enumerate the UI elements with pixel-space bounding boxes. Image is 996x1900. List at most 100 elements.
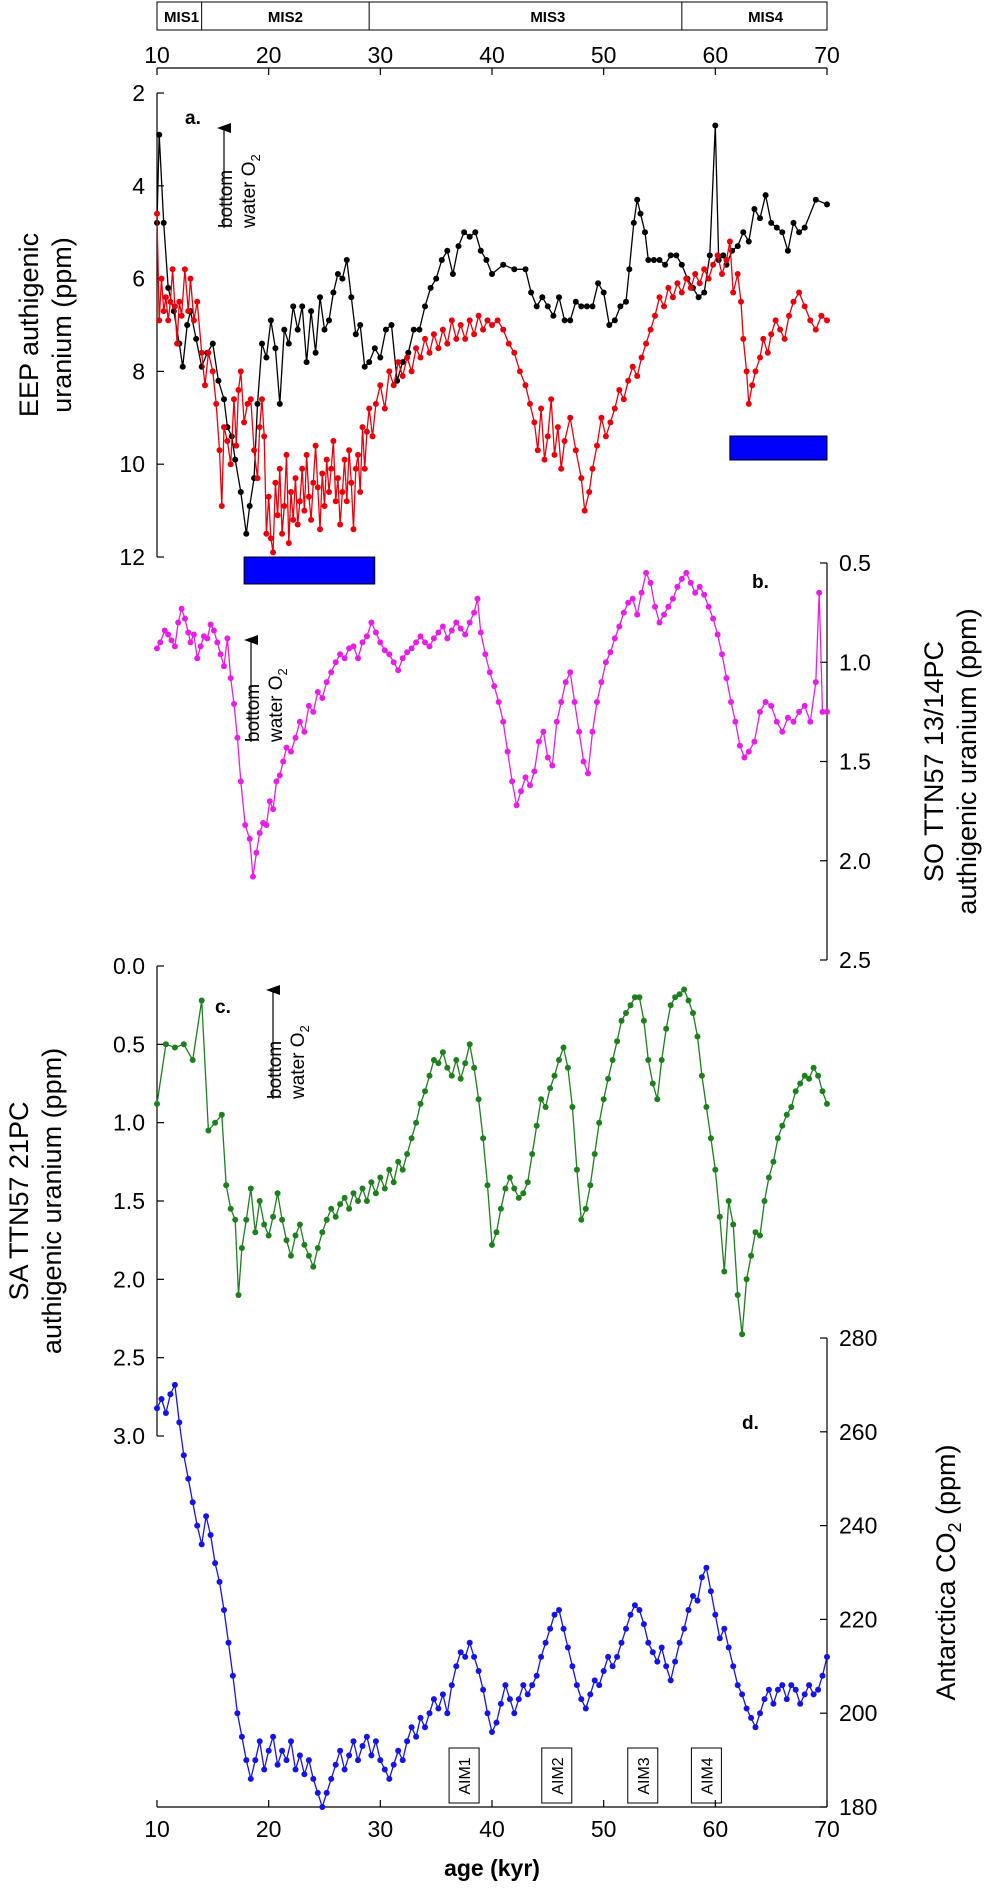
data-point-a xyxy=(276,465,283,472)
data-point-d xyxy=(457,1649,464,1656)
data-point-a xyxy=(232,456,239,463)
data-point-d xyxy=(587,1691,594,1698)
bottom-x-tick-label: 40 xyxy=(479,1816,505,1842)
data-point-d xyxy=(305,1757,312,1764)
data-point-b xyxy=(638,589,645,596)
data-point-a xyxy=(734,243,741,250)
data-point-a xyxy=(184,322,191,328)
data-point-a xyxy=(276,400,283,407)
data-point-b xyxy=(558,699,565,705)
data-point-d xyxy=(502,1682,509,1689)
data-point-c xyxy=(413,1119,420,1126)
data-point-a xyxy=(343,498,350,505)
data-point-a xyxy=(165,317,172,324)
data-point-d xyxy=(645,1639,652,1646)
data-point-a xyxy=(818,312,825,319)
axes-layer xyxy=(156,1,828,1808)
arrow-text-subscript: 2 xyxy=(297,1025,312,1032)
data-point-c xyxy=(332,1213,339,1220)
data-point-a xyxy=(472,229,479,236)
data-point-c xyxy=(788,1104,795,1110)
data-point-a xyxy=(372,400,379,407)
y-axis-label-line2: authigenic uranium (ppm) xyxy=(952,608,982,914)
arrow-text-line1: bottom xyxy=(243,684,264,742)
data-point-c xyxy=(591,1151,598,1157)
data-point-c xyxy=(489,1241,495,1248)
data-point-b xyxy=(696,583,703,590)
data-point-a xyxy=(740,335,747,342)
data-point-b xyxy=(779,728,786,735)
data-point-d xyxy=(819,1672,826,1679)
data-point-d xyxy=(667,1677,674,1684)
data-point-b xyxy=(732,718,739,725)
data-point-b xyxy=(276,772,283,779)
data-point-a xyxy=(541,456,548,463)
data-point-c xyxy=(694,1033,701,1040)
y-tick-label-a: 12 xyxy=(119,544,145,570)
data-point-a xyxy=(749,382,756,389)
data-point-c xyxy=(395,1158,402,1165)
data-point-a xyxy=(263,530,270,537)
data-point-b xyxy=(231,700,237,707)
data-point-d xyxy=(261,1766,268,1773)
data-point-b xyxy=(328,669,335,676)
data-point-c xyxy=(256,1198,263,1204)
data-point-a xyxy=(583,303,590,310)
data-point-a xyxy=(303,451,310,458)
aim-box xyxy=(690,1747,722,1804)
data-point-b xyxy=(404,649,411,656)
data-point-b xyxy=(453,619,460,626)
data-point-d xyxy=(707,1588,714,1595)
data-point-d xyxy=(636,1607,643,1613)
data-point-c xyxy=(600,1096,607,1103)
data-point-a xyxy=(548,396,555,403)
data-point-d xyxy=(189,1499,196,1506)
data-point-d xyxy=(605,1653,612,1660)
data-point-a xyxy=(233,442,240,449)
data-point-c xyxy=(243,1216,250,1223)
data-point-a xyxy=(528,289,535,296)
data-point-d xyxy=(323,1789,330,1796)
data-point-a xyxy=(162,294,169,301)
data-point-a xyxy=(790,219,797,226)
data-point-d xyxy=(332,1761,339,1768)
data-point-c xyxy=(390,1179,397,1186)
data-point-c xyxy=(422,1088,428,1095)
data-point-d xyxy=(252,1757,259,1764)
data-point-a xyxy=(430,331,437,338)
data-point-a xyxy=(572,298,579,305)
data-point-b xyxy=(513,802,520,809)
data-point-c xyxy=(341,1194,348,1201)
data-point-b xyxy=(714,631,721,638)
data-point-b xyxy=(504,748,511,755)
data-point-a xyxy=(267,535,274,542)
data-point-a xyxy=(556,294,562,301)
data-point-a xyxy=(179,363,186,370)
data-point-b xyxy=(607,649,614,656)
data-point-c xyxy=(323,1216,330,1223)
data-point-d xyxy=(319,1804,326,1810)
data-point-c xyxy=(623,1010,629,1016)
data-point-d xyxy=(167,1391,174,1398)
data-point-a xyxy=(634,196,641,203)
data-point-b xyxy=(757,708,763,715)
data-point-a xyxy=(435,345,442,352)
data-point-a xyxy=(661,303,667,310)
data-point-a xyxy=(567,317,574,324)
data-point-b xyxy=(816,589,823,596)
data-point-b xyxy=(395,667,402,674)
data-point-a xyxy=(801,224,808,231)
data-point-a xyxy=(427,284,434,291)
data-point-a xyxy=(224,438,231,444)
y-axis-label-c: SA TTN57 21PC authigenic uranium (ppm) xyxy=(4,1048,67,1354)
data-point-a xyxy=(687,284,694,291)
data-point-c xyxy=(314,1245,321,1251)
data-point-a xyxy=(244,400,251,407)
data-point-b xyxy=(643,569,650,576)
data-point-b xyxy=(417,633,424,640)
data-point-a xyxy=(673,252,680,259)
data-point-d xyxy=(779,1682,786,1689)
data-point-c xyxy=(154,1100,160,1107)
data-point-d xyxy=(774,1686,781,1693)
data-point-b xyxy=(439,623,446,630)
